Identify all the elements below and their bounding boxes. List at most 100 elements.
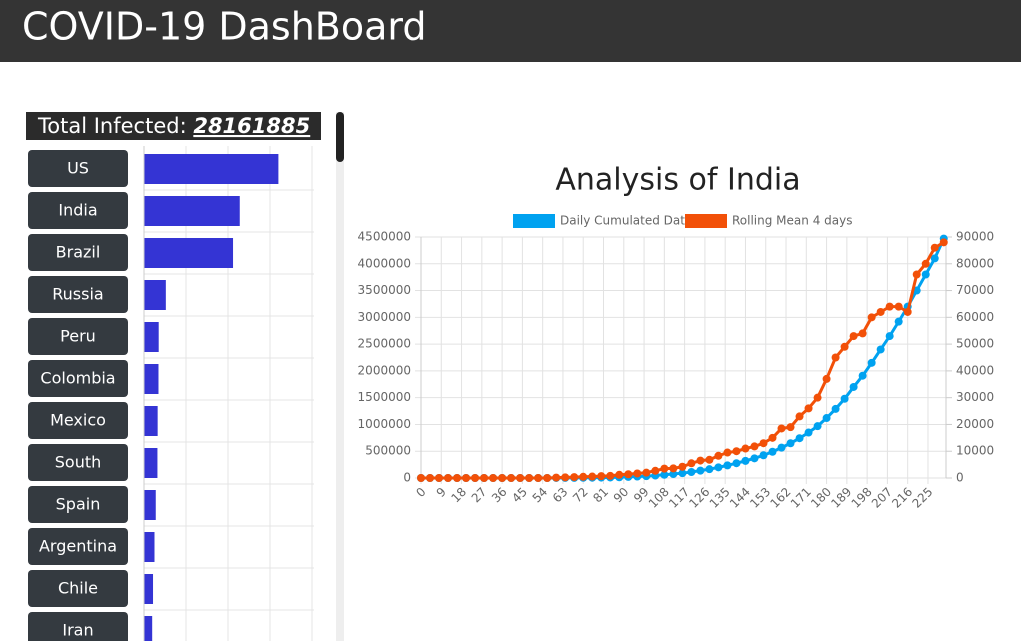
data-point	[723, 461, 732, 470]
y2-tick-label: 30000	[956, 390, 994, 404]
y-tick-label: 2500000	[358, 337, 411, 351]
data-point	[813, 422, 822, 431]
data-point	[885, 302, 894, 311]
country-label: India	[58, 201, 97, 220]
country-label: Iran	[62, 621, 93, 640]
data-point	[678, 462, 687, 471]
data-point	[687, 459, 696, 468]
data-point	[804, 404, 813, 413]
y-tick-label: 1000000	[358, 417, 411, 431]
country-label: Brazil	[56, 243, 101, 262]
bar	[144, 448, 158, 478]
y2-tick-label: 90000	[956, 230, 994, 244]
country-button[interactable]	[28, 570, 128, 607]
bar	[144, 196, 240, 226]
data-point	[759, 451, 768, 460]
y-tick-label: 4000000	[358, 256, 411, 270]
chart-title: Analysis of India	[555, 163, 800, 198]
data-point	[732, 459, 741, 468]
y2-tick-label: 80000	[956, 256, 994, 270]
data-point	[705, 455, 714, 464]
data-point	[516, 474, 525, 482]
bar	[144, 532, 155, 562]
header-title: COVID-19 DashBoard	[22, 5, 427, 49]
country-label: Spain	[56, 495, 101, 514]
data-point	[723, 448, 732, 457]
x-tick-label: 63	[550, 485, 571, 506]
country-button[interactable]	[28, 486, 128, 523]
data-point	[822, 414, 831, 423]
data-point	[732, 447, 741, 456]
scrollbar-thumb[interactable]	[336, 112, 344, 162]
data-point	[741, 456, 750, 465]
bar	[144, 406, 158, 436]
bar	[144, 616, 153, 641]
data-point	[633, 469, 642, 478]
data-point	[786, 423, 795, 432]
data-point	[750, 454, 759, 463]
data-point	[849, 332, 858, 341]
data-point	[669, 470, 678, 479]
data-point	[750, 442, 759, 451]
data-point	[831, 353, 840, 362]
data-point	[615, 470, 624, 479]
y2-tick-label: 40000	[956, 363, 994, 377]
country-label: Colombia	[40, 369, 115, 388]
bar	[144, 574, 154, 604]
data-point	[867, 313, 876, 322]
y-tick-label: 3500000	[358, 283, 411, 297]
x-tick-label: 54	[530, 485, 551, 506]
data-point	[876, 307, 885, 316]
y-tick-label: 3000000	[358, 310, 411, 324]
data-point	[921, 259, 930, 268]
total-label-text: Total Infected:	[37, 114, 187, 138]
y2-tick-label: 60000	[956, 310, 994, 324]
x-tick-label: 90	[611, 485, 632, 506]
data-point	[759, 439, 768, 448]
country-button[interactable]	[28, 528, 128, 565]
y-tick-label: 0	[403, 471, 411, 485]
country-button[interactable]	[28, 444, 128, 481]
data-point	[822, 374, 831, 383]
country-button[interactable]	[28, 150, 128, 187]
legend-swatch	[685, 214, 727, 228]
country-label: US	[67, 159, 89, 178]
data-point	[858, 371, 867, 380]
data-point	[678, 469, 687, 478]
data-point	[858, 329, 867, 338]
total-label: Total Infected: 28161885	[37, 114, 310, 138]
x-tick-label: 45	[509, 485, 530, 506]
country-button[interactable]	[28, 402, 128, 439]
data-point	[543, 474, 552, 482]
data-point	[840, 394, 849, 403]
legend-swatch	[513, 214, 555, 228]
y2-tick-label: 70000	[956, 283, 994, 297]
y-tick-label: 4500000	[358, 230, 411, 244]
data-point	[912, 270, 921, 279]
data-point	[786, 439, 795, 448]
country-button[interactable]	[28, 192, 128, 229]
data-point	[417, 474, 425, 482]
country-button[interactable]	[28, 234, 128, 271]
data-point	[777, 424, 786, 433]
country-button[interactable]	[28, 318, 128, 355]
data-point	[426, 474, 435, 482]
country-button[interactable]	[28, 276, 128, 313]
data-point	[642, 468, 651, 477]
data-point	[741, 444, 750, 453]
y-tick-label: 2000000	[358, 363, 411, 377]
data-point	[849, 382, 858, 391]
data-point	[552, 473, 561, 482]
x-tick-label: 225	[909, 485, 935, 511]
data-point	[903, 307, 912, 316]
y2-tick-label: 0	[956, 471, 964, 485]
country-button[interactable]	[28, 612, 128, 641]
total-box	[26, 112, 321, 140]
country-button[interactable]	[28, 360, 128, 397]
bar	[144, 364, 159, 394]
country-label: Chile	[58, 579, 98, 598]
data-point	[894, 317, 903, 326]
data-point	[939, 238, 948, 247]
